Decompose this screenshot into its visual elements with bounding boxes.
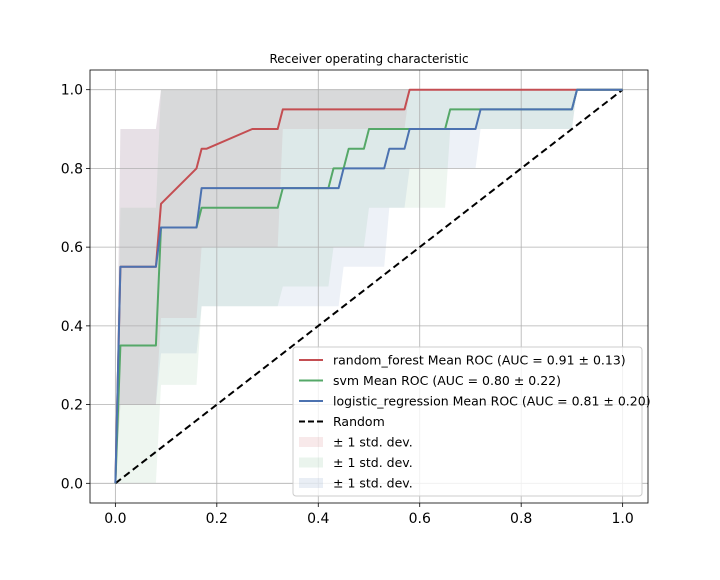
y-tick-label-2: 0.4: [61, 319, 83, 335]
y-tick-label-1: 0.2: [61, 398, 83, 414]
legend-label-6: ± 1 std. dev.: [333, 476, 413, 491]
x-tick-label-5: 1.0: [612, 511, 634, 527]
x-tick-label-1: 0.2: [206, 511, 228, 527]
legend-swatch-5: [299, 457, 323, 468]
legend-label-4: ± 1 std. dev.: [333, 435, 413, 450]
x-tick-label-0: 0.0: [104, 511, 126, 527]
legend-label-2: logistic_regression Mean ROC (AUC = 0.81…: [333, 394, 651, 409]
roc-lines: [114, 88, 624, 485]
axis-ticks: 0.0 0.2 0.4 0.6 0.8 1.0 0.0 0.2 0.4 0.6 0.8 1.0: [61, 83, 634, 527]
legend-swatch-6: [299, 478, 323, 488]
legend: random_forest Mean ROC (AUC = 0.91 ± 0.1…: [292, 346, 651, 497]
x-tick-label-3: 0.6: [409, 511, 431, 527]
random-reference-line: [114, 88, 624, 485]
legend-label-5: ± 1 std. dev.: [333, 455, 413, 470]
legend-label-1: svm Mean ROC (AUC = 0.80 ± 0.22): [333, 373, 561, 388]
legend-box: [292, 346, 643, 497]
series-line-2: [114, 88, 623, 484]
y-tick-label-0: 0.0: [61, 476, 83, 492]
y-tick-label-5: 1.0: [61, 83, 83, 99]
legend-swatch-4: [299, 437, 323, 447]
y-tick-label-4: 0.8: [61, 161, 83, 177]
legend-label-3: Random: [333, 414, 385, 429]
y-tick-label-3: 0.6: [61, 240, 83, 256]
chart-title: Receiver operating characteristic: [269, 52, 468, 66]
x-tick-label-2: 0.4: [307, 511, 329, 527]
plot-frame: [89, 69, 649, 504]
x-tick-label-4: 0.8: [510, 511, 532, 527]
legend-label-0: random_forest Mean ROC (AUC = 0.91 ± 0.1…: [333, 353, 626, 368]
